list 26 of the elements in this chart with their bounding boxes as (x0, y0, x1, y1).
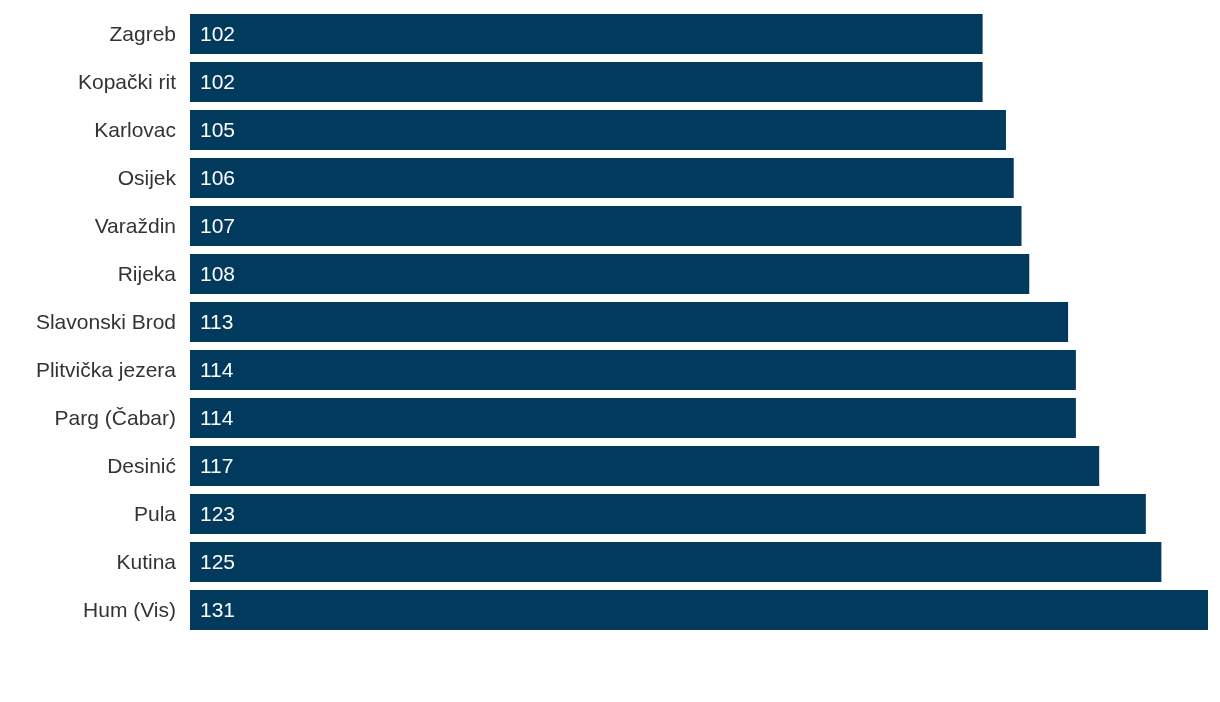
y-tick-label: Plitvička jezera (35, 358, 177, 382)
y-tick-label: Kutina (116, 550, 177, 574)
y-tick-label: Zagreb (109, 22, 176, 46)
data-label: 125 (200, 550, 236, 574)
y-tick-label: Rijeka (117, 262, 177, 286)
data-label: 108 (200, 262, 236, 286)
data-label: 107 (200, 214, 236, 238)
y-tick-label: Varaždin (94, 214, 176, 238)
y-tick-label: Slavonski Brod (35, 310, 176, 334)
data-label: 102 (200, 22, 236, 46)
y-tick-label: Osijek (117, 166, 177, 190)
y-tick-label: Parg (Čabar) (54, 406, 176, 430)
data-label: 114 (200, 406, 234, 430)
data-label: 114 (200, 358, 234, 382)
data-label: 113 (200, 310, 234, 334)
y-tick-label: Kopački rit (77, 70, 177, 94)
y-tick-label: Desinić (107, 454, 176, 478)
data-label: 131 (200, 598, 236, 622)
data-label: 102 (200, 70, 236, 94)
data-label: 106 (200, 166, 236, 190)
data-label: 123 (200, 502, 236, 526)
y-tick-label: Karlovac (94, 118, 176, 142)
data-label: 105 (200, 118, 236, 142)
data-label: 117 (200, 454, 234, 478)
y-tick-label: Hum (Vis) (83, 598, 176, 622)
y-tick-label: Pula (133, 502, 177, 526)
